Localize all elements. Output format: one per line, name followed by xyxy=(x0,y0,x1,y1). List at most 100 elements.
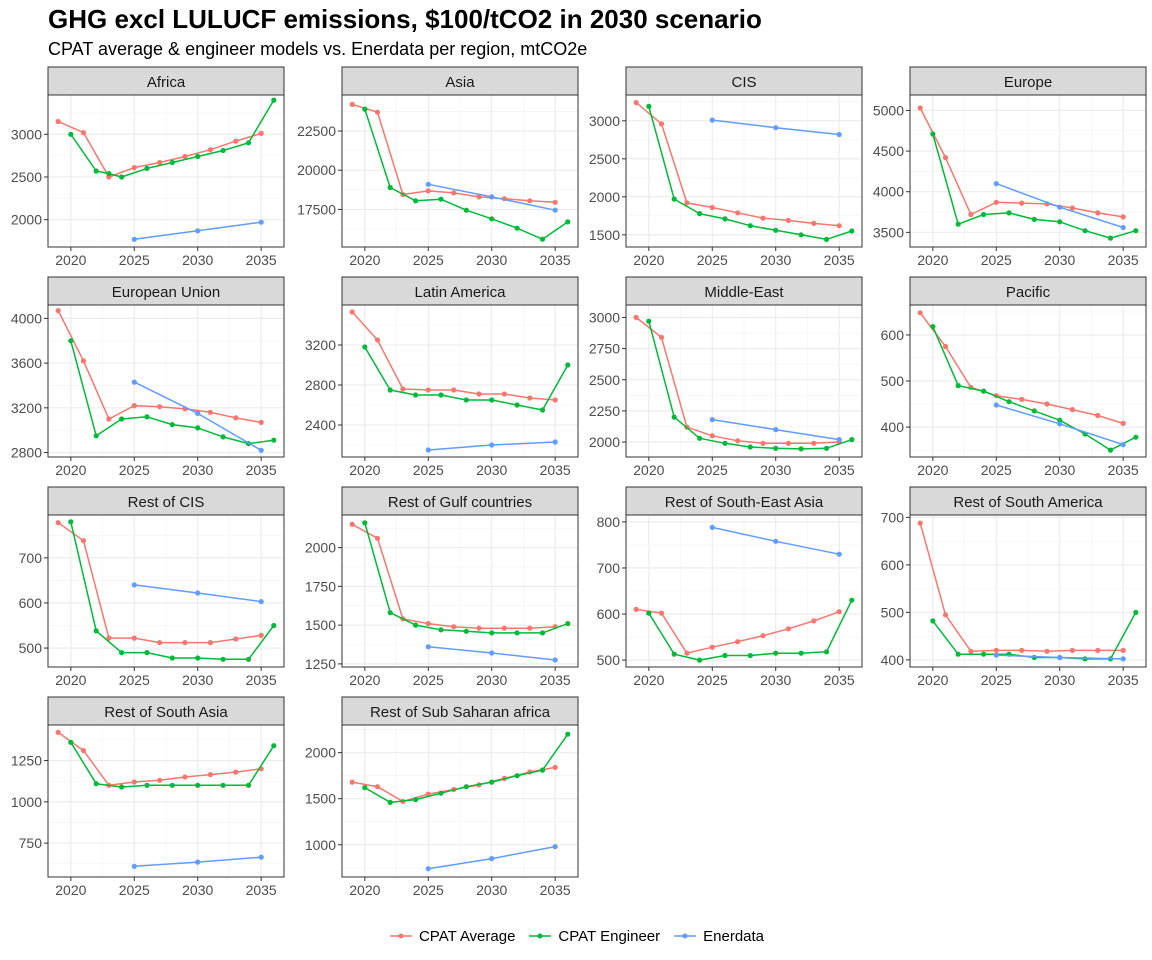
panel-border xyxy=(625,514,863,668)
x-tick-label: 2020 xyxy=(349,462,380,478)
data-point-cpat-average xyxy=(258,130,264,136)
data-point-cpat-engineer xyxy=(773,227,779,233)
data-point-cpat-engineer xyxy=(1107,235,1114,241)
data-point-cpat-average xyxy=(207,147,213,153)
y-tick-label: 3500 xyxy=(873,224,904,240)
data-point-cpat-average xyxy=(400,386,406,392)
x-tick-label: 2020 xyxy=(349,882,380,898)
data-point-cpat-engineer xyxy=(539,236,546,242)
data-point-cpat-engineer xyxy=(362,785,368,791)
data-point-cpat-engineer xyxy=(1031,654,1037,661)
data-point-enerdata xyxy=(552,657,558,663)
data-point-cpat-engineer xyxy=(169,655,175,661)
facet-title: Latin America xyxy=(415,284,507,301)
facet-strip xyxy=(341,696,579,726)
data-point-cpat-engineer xyxy=(463,784,469,790)
x-tick-label: 2020 xyxy=(633,672,664,688)
data-point-cpat-average xyxy=(709,644,715,650)
data-point-cpat-average xyxy=(1044,401,1050,407)
data-point-cpat-engineer xyxy=(463,397,469,403)
data-point-cpat-engineer xyxy=(387,184,393,191)
data-point-cpat-engineer xyxy=(981,388,987,394)
data-point-cpat-average xyxy=(836,609,842,615)
x-tick-label: 2035 xyxy=(246,672,277,688)
data-point-cpat-engineer xyxy=(671,414,677,420)
x-tick-label: 2030 xyxy=(760,672,791,688)
facet-grid: Africa 2020 2025 2030 2035 2000 2500 3000 Asia 20… xyxy=(11,66,1147,898)
y-tick-label: 3000 xyxy=(589,113,620,129)
data-point-cpat-engineer xyxy=(823,236,830,242)
data-point-enerdata xyxy=(258,447,264,453)
y-tick-label: 600 xyxy=(597,606,621,622)
data-point-cpat-engineer xyxy=(93,433,99,439)
data-point-cpat-engineer xyxy=(245,140,252,146)
x-tick-label: 2025 xyxy=(981,672,1012,688)
x-tick-label: 2025 xyxy=(413,882,444,898)
data-point-enerdata xyxy=(131,582,137,588)
data-point-cpat-engineer xyxy=(438,196,444,202)
x-tick-label: 2020 xyxy=(917,252,948,268)
data-point-cpat-engineer xyxy=(1006,399,1012,405)
data-point-cpat-engineer xyxy=(93,781,99,787)
data-point-cpat-average xyxy=(374,535,381,541)
data-point-cpat-engineer xyxy=(981,211,987,218)
data-point-enerdata xyxy=(131,863,137,869)
data-point-cpat-average xyxy=(917,310,923,316)
data-point-cpat-engineer xyxy=(565,362,571,368)
legend-label-cpat-average: CPAT Average xyxy=(418,927,516,945)
data-point-cpat-engineer xyxy=(169,159,175,166)
data-point-cpat-average xyxy=(942,612,949,618)
data-point-cpat-engineer xyxy=(646,610,652,616)
data-point-cpat-average xyxy=(80,538,87,544)
x-tick-label: 2030 xyxy=(1044,672,1075,688)
facet-middle-east: Middle-East 2020 2025 2030 2035 2000 2250 2500 2… xyxy=(589,276,863,478)
x-tick-label: 2025 xyxy=(697,252,728,268)
data-point-enerdata xyxy=(773,125,779,131)
facet-strip xyxy=(47,696,285,726)
legend-swatch-enerdata xyxy=(674,933,697,939)
x-tick-label: 2030 xyxy=(760,252,791,268)
data-point-cpat-average xyxy=(760,633,766,639)
data-point-cpat-average xyxy=(476,194,482,200)
data-point-cpat-average xyxy=(968,211,974,218)
legend-item-cpat-engineer: CPAT Engineer xyxy=(527,928,660,945)
x-tick-label: 2035 xyxy=(1108,252,1139,268)
x-tick-label: 2030 xyxy=(476,462,507,478)
x-tick-label: 2025 xyxy=(981,252,1012,268)
data-point-cpat-engineer xyxy=(1057,417,1063,423)
facet-title: Rest of Gulf countries xyxy=(388,494,532,511)
x-tick-label: 2030 xyxy=(476,882,507,898)
x-tick-label: 2030 xyxy=(1044,462,1075,478)
data-point-cpat-average xyxy=(207,640,213,646)
data-point-cpat-average xyxy=(633,100,639,106)
y-tick-label: 500 xyxy=(19,640,43,656)
x-tick-label: 2020 xyxy=(917,672,948,688)
data-point-enerdata xyxy=(836,437,842,443)
data-point-cpat-engineer xyxy=(245,656,252,662)
data-point-enerdata xyxy=(709,117,715,123)
facet-pacific: Pacific 2020 2025 2030 2035 400 500 600 xyxy=(881,276,1147,478)
panel-border xyxy=(47,514,285,668)
data-point-cpat-average xyxy=(942,343,949,350)
facet-rest-of-gulf-countries: Rest of Gulf countries 2020 2025 2030 2035 12… xyxy=(305,486,579,688)
data-point-cpat-average xyxy=(1095,647,1101,654)
data-point-cpat-engineer xyxy=(220,782,226,788)
data-point-cpat-average xyxy=(1044,648,1050,654)
data-point-cpat-engineer xyxy=(271,743,277,749)
y-tick-label: 4500 xyxy=(873,143,904,159)
panel-border xyxy=(341,94,579,248)
data-point-enerdata xyxy=(552,844,558,850)
x-tick-label: 2035 xyxy=(540,252,571,268)
data-point-enerdata xyxy=(1057,421,1063,427)
data-point-cpat-engineer xyxy=(387,610,393,616)
data-point-cpat-engineer xyxy=(514,225,520,231)
data-point-cpat-engineer xyxy=(144,414,150,420)
data-point-cpat-average xyxy=(552,764,558,771)
data-point-enerdata xyxy=(1120,442,1126,448)
data-point-cpat-engineer xyxy=(565,621,571,627)
facet-title: European Union xyxy=(112,284,220,301)
data-point-cpat-engineer xyxy=(697,657,703,663)
panel-border xyxy=(625,304,863,458)
x-tick-label: 2035 xyxy=(824,672,855,688)
data-point-cpat-engineer xyxy=(1057,219,1063,225)
